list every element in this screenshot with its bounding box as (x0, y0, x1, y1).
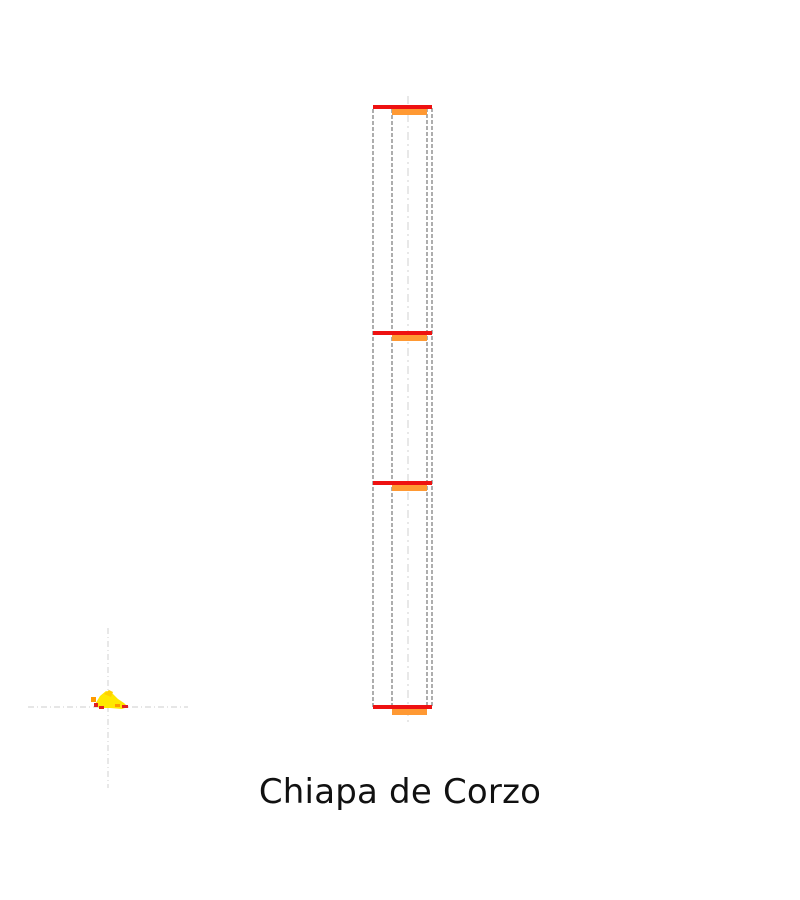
floor-line (373, 705, 432, 709)
diagram-caption: Chiapa de Corzo (258, 772, 542, 812)
floor-line (373, 481, 432, 485)
level-middle (373, 481, 432, 491)
inner-marker (392, 485, 427, 491)
outer-frame (372, 106, 433, 709)
level-upper (373, 331, 432, 341)
inner-marker (392, 709, 427, 715)
level-ground (373, 705, 432, 715)
inner-frame (391, 106, 428, 709)
inner-marker (392, 109, 427, 115)
reclining-figure-icon (91, 690, 128, 709)
floor-line (373, 105, 432, 109)
inner-marker (392, 335, 427, 341)
structure-elevation (372, 96, 433, 724)
scale-reference (28, 628, 188, 788)
level-top (373, 105, 432, 115)
floor-line (373, 331, 432, 335)
